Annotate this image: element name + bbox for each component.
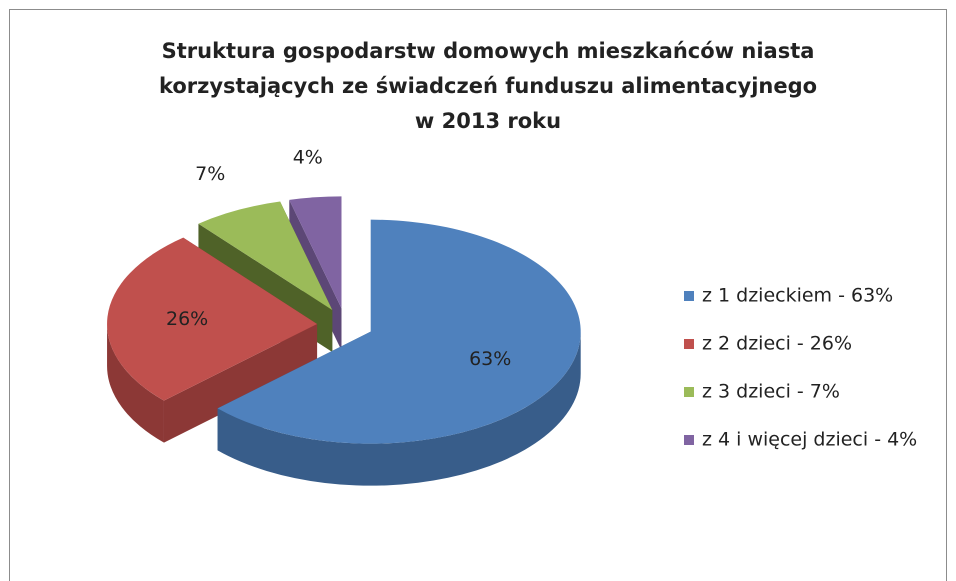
legend-swatch — [684, 387, 694, 397]
data-label: 26% — [166, 308, 208, 330]
slice-wall — [163, 323, 318, 443]
legend-label: z 2 dzieci - 26% — [702, 333, 852, 355]
data-label: 63% — [469, 348, 511, 370]
legend-swatch — [684, 435, 694, 445]
slice — [107, 237, 318, 401]
legend-swatch — [684, 339, 694, 349]
data-label: 4% — [293, 147, 323, 169]
data-label: 7% — [195, 163, 225, 185]
legend-label: z 3 dzieci - 7% — [702, 381, 840, 403]
slice — [289, 196, 342, 309]
slice-side — [107, 323, 164, 443]
slice — [217, 219, 581, 444]
legend-label: z 1 dzieckiem - 63% — [702, 285, 893, 307]
chart-title: w 2013 roku — [415, 109, 561, 133]
chart-title: Struktura gospodarstw domowych mieszkańc… — [162, 39, 815, 63]
legend-swatch — [684, 291, 694, 301]
legend-label: z 4 i więcej dzieci - 4% — [702, 429, 917, 451]
slice-side — [217, 331, 581, 486]
slice — [198, 201, 333, 311]
chart-title: korzystających ze świadczeń funduszu ali… — [159, 74, 817, 98]
